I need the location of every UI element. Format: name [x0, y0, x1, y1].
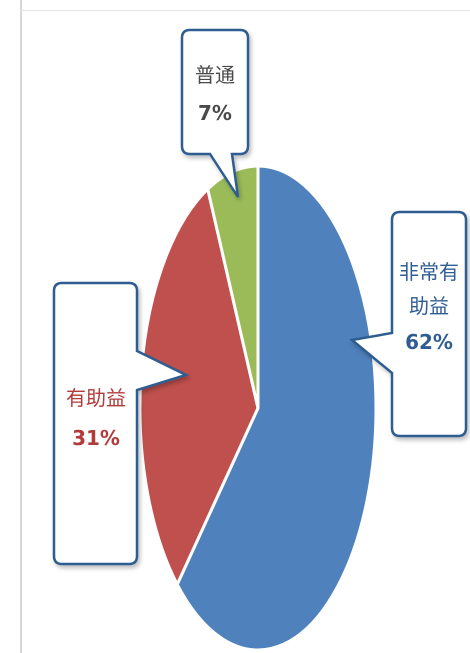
frame-border-top: [20, 10, 470, 11]
callout-helpful: 有助益 31%: [52, 281, 190, 566]
callout-average: 普通 7%: [180, 28, 250, 198]
slice-value-helpful: 31%: [72, 426, 120, 450]
callout-bubble-average: [180, 28, 250, 198]
callout-bubble-helpful: [52, 281, 190, 566]
slice-label-very-helpful-line1: 非常有: [399, 260, 459, 284]
slice-label-very-helpful-line2: 助益: [409, 294, 449, 318]
slice-value-average: 7%: [198, 101, 232, 125]
slice-label-average: 普通: [195, 63, 235, 87]
callout-very-helpful: 非常有 助益 62%: [349, 210, 468, 438]
slice-value-very-helpful: 62%: [405, 330, 453, 354]
callout-bubble-very-helpful: [349, 210, 468, 438]
pie-slice-0: [175, 164, 378, 652]
pie-slices: [138, 164, 378, 652]
slice-label-helpful: 有助益: [66, 386, 126, 410]
frame-border-left: [20, 0, 22, 653]
